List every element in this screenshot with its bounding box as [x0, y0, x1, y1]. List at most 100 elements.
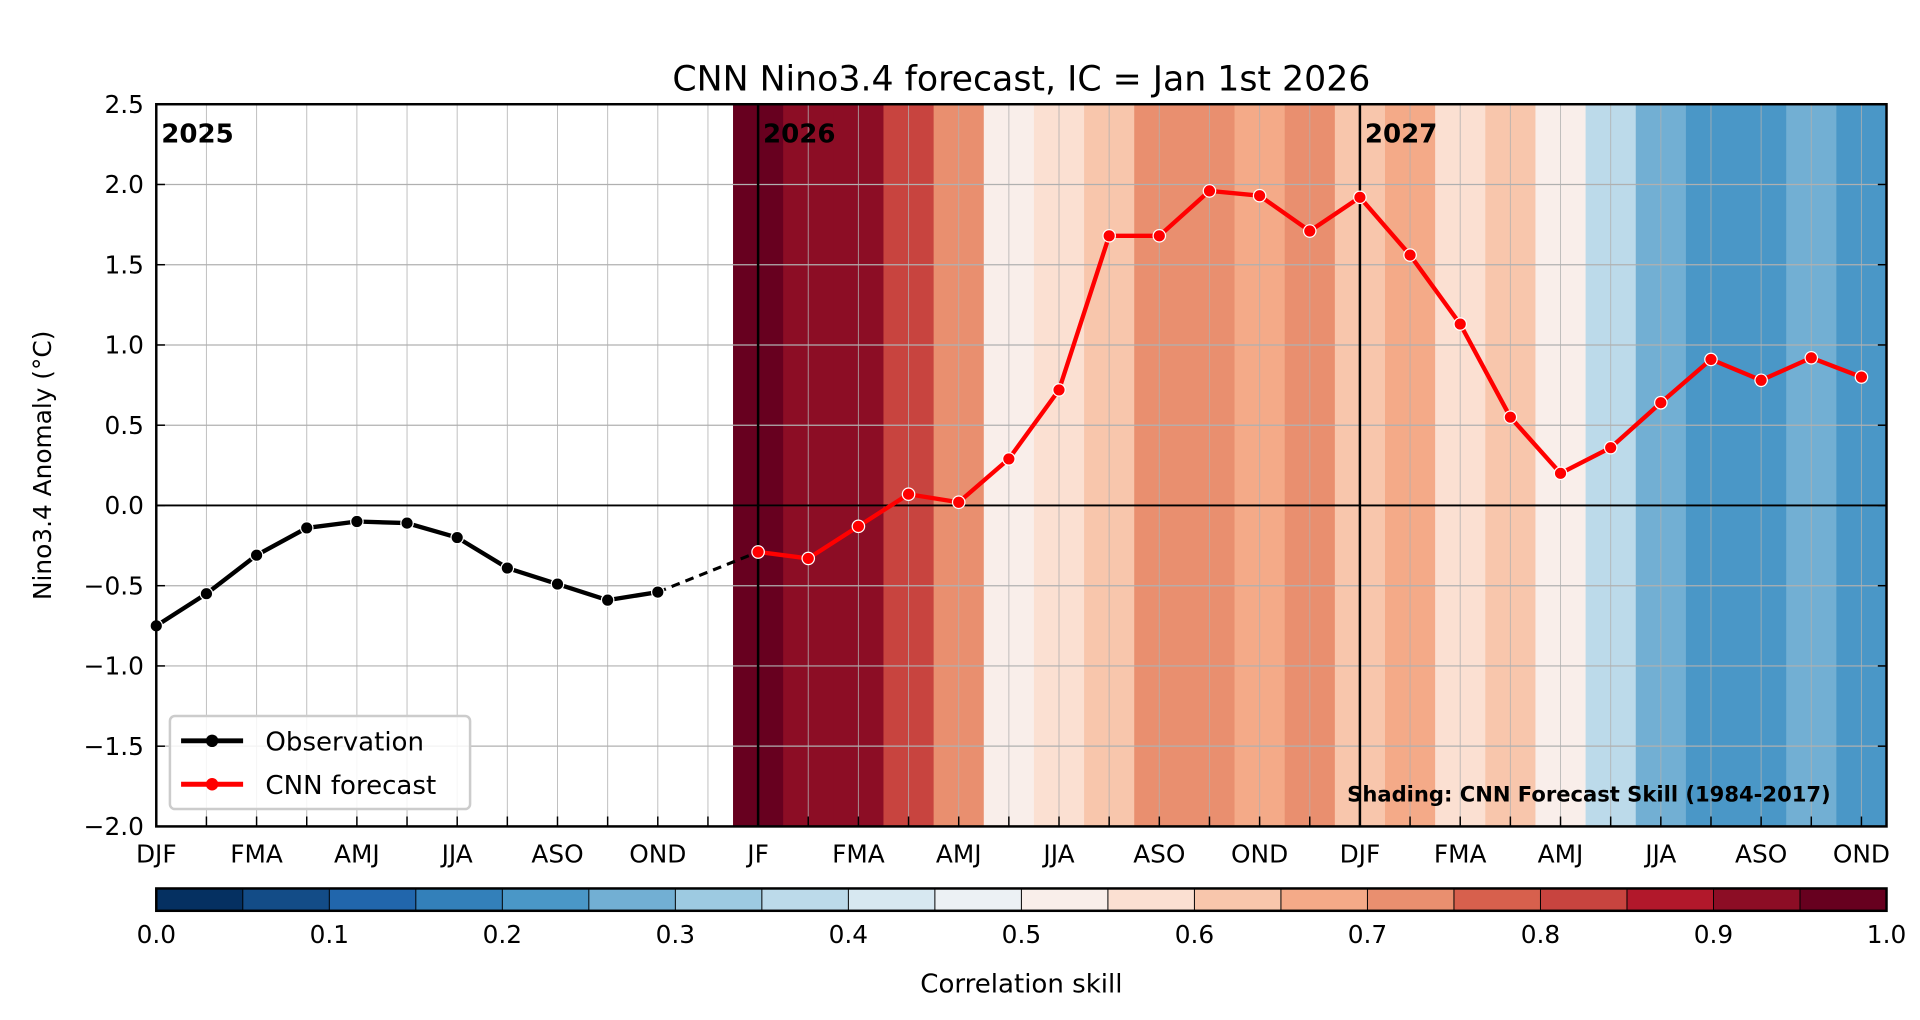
x-tick-label: JJA: [440, 839, 473, 868]
legend-observation-label: Observation: [265, 728, 424, 758]
colorbar-border: [155, 887, 1888, 913]
legend-box: [168, 714, 472, 811]
colorbar-tick-label: 0.7: [1348, 920, 1387, 949]
colorbar-bin: [588, 888, 676, 911]
forecast-point: [1102, 229, 1116, 243]
x-tick-label: ASO: [1735, 839, 1787, 868]
colorbar-tick-label: 0.4: [829, 920, 868, 949]
x-tick-label: DJF: [1340, 839, 1381, 868]
colorbar-tick-label: 0.5: [1002, 920, 1041, 949]
forecast-point: [851, 519, 866, 534]
forecast-point: [1403, 248, 1417, 262]
y-tick-label: 2.5: [104, 90, 143, 119]
observation-point: [500, 561, 515, 575]
y-tick-label: 0.0: [104, 491, 143, 520]
x-tick-label: DJF: [136, 839, 177, 868]
colorbar-bin: [1107, 888, 1196, 911]
x-tick-label: FMA: [230, 839, 283, 868]
observation-point: [299, 521, 314, 535]
legend-observation-marker-icon: [205, 734, 219, 748]
colorbar-bin: [1367, 888, 1455, 911]
chart-texts: CNN Nino3.4 forecast, IC = Jan 1st 2026 2…: [28, 60, 1890, 869]
forecast-point: [1302, 224, 1317, 238]
y-tick-label: 2.0: [104, 170, 143, 199]
series-marks: [149, 184, 1869, 633]
colorbar-bin: [415, 888, 503, 911]
forecast-point: [1754, 373, 1768, 388]
forecast-point: [1603, 440, 1618, 455]
colorbar-tick-label: 0.8: [1521, 920, 1560, 949]
axes-border: [155, 102, 1888, 828]
forecast-point: [1353, 190, 1367, 205]
y-tick-label: 1.5: [104, 250, 143, 279]
x-tick-label: ASO: [1133, 839, 1185, 868]
forecast-point: [1052, 383, 1066, 397]
forecast-point: [1654, 395, 1668, 410]
colorbar-bin: [934, 888, 1023, 911]
x-tick-label: OND: [629, 839, 686, 868]
observation-to-forecast-dashed-link: [657, 550, 759, 594]
colorbar-bin: [1194, 888, 1282, 911]
forecast-point: [1453, 317, 1468, 331]
axes-frame: [155, 102, 1888, 828]
colorbar-tick-label: 0.0: [137, 920, 176, 949]
observation-point: [350, 514, 364, 529]
colorbar-bin: [848, 888, 936, 911]
colorbar-bin: [1713, 888, 1801, 911]
forecast-point: [901, 487, 916, 502]
x-tick-label: JF: [745, 839, 769, 868]
forecast-point: [801, 551, 816, 566]
colorbar-bin: [1626, 888, 1715, 911]
legend-forecast-label: CNN forecast: [265, 771, 436, 801]
x-tick-label: AMJ: [1538, 839, 1584, 868]
x-tick-label: JJA: [1643, 839, 1676, 868]
forecast-point: [1152, 229, 1167, 243]
observation-point: [600, 593, 615, 607]
forecast-point: [1252, 188, 1267, 203]
y-tick-label: −1.0: [84, 652, 144, 681]
legend-forecast-marker-icon: [205, 778, 219, 791]
year-label: 2025: [161, 120, 233, 150]
colorbar-bin: [156, 888, 244, 911]
year-label: 2027: [1365, 120, 1437, 150]
y-axis-label: Nino3.4 Anomaly (°C): [28, 331, 57, 600]
shading-annotation: Shading: CNN Forecast Skill (1984-2017): [1347, 782, 1831, 807]
x-tick-label: FMA: [832, 839, 885, 868]
colorbar-bin: [1021, 888, 1109, 911]
colorbar-bin: [502, 888, 590, 911]
colorbar-bin: [242, 888, 330, 911]
colorbar-tick-label: 0.1: [310, 920, 349, 949]
chart-title: CNN Nino3.4 forecast, IC = Jan 1st 2026: [672, 60, 1370, 100]
x-tick-label: JJA: [1041, 839, 1074, 868]
forecast-point: [1202, 184, 1217, 198]
colorbar-bin: [675, 888, 763, 911]
colorbar-tick-label: 0.6: [1175, 920, 1214, 949]
colorbar-bin: [329, 888, 417, 911]
y-tick-label: 0.5: [104, 411, 143, 440]
colorbar-label: Correlation skill: [920, 970, 1122, 1000]
y-tick-label: −0.5: [84, 571, 144, 600]
observation-point: [249, 548, 264, 563]
forecast-point: [751, 545, 765, 559]
forecast-point: [1704, 352, 1718, 367]
forecast-point: [1503, 410, 1518, 425]
observation-point: [450, 530, 465, 545]
observation-point: [199, 586, 214, 601]
observation-point: [650, 585, 665, 599]
colorbar-tick-label: 0.9: [1694, 920, 1733, 949]
x-tick-label: AMJ: [334, 839, 380, 868]
forecast-point: [1854, 370, 1869, 384]
colorbar-bin: [1280, 888, 1369, 911]
colorbar-bin: [1540, 888, 1628, 911]
y-tick-label: −2.0: [84, 812, 144, 841]
year-label: 2026: [763, 120, 835, 150]
x-tick-label: AMJ: [936, 839, 982, 868]
x-tick-label: OND: [1231, 839, 1288, 868]
forecast-point: [1553, 466, 1568, 481]
colorbar-bin: [1800, 888, 1888, 911]
colorbar-tick-label: 1.0: [1867, 920, 1906, 949]
x-tick-label: OND: [1833, 839, 1890, 868]
forecast-point: [1002, 452, 1016, 466]
observation-point: [550, 577, 565, 591]
colorbar: 0.0 0.1 0.2 0.3 0.4 0.5 0.6 0.7 0.8 0.9 1.0 Correla…: [137, 887, 1906, 1000]
